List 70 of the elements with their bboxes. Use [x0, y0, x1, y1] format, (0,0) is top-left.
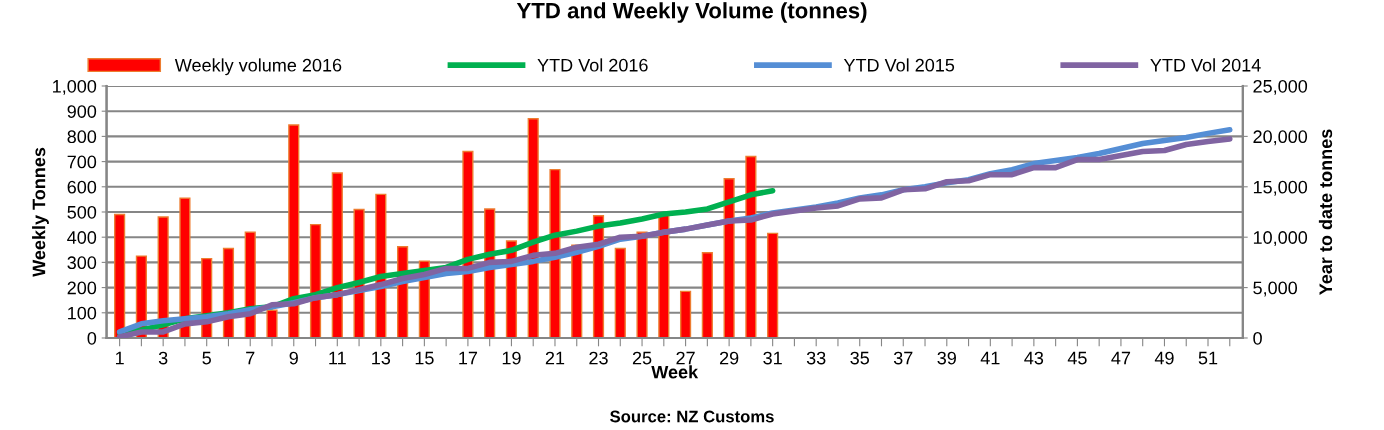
y-tick-label: 600: [67, 180, 97, 194]
x-tick-label: 11: [329, 351, 346, 365]
y-tick-label: 1,000: [53, 79, 97, 95]
x-tick-label: 31: [763, 351, 782, 365]
bar: [331, 172, 343, 338]
x-tick-label: 45: [1067, 351, 1087, 365]
bar: [614, 247, 626, 338]
x-tick-label: 25: [632, 351, 652, 365]
x-tick-label: 19: [502, 351, 521, 365]
y-tick-label: 800: [67, 130, 97, 144]
legend-label: YTD Vol 2015: [843, 58, 955, 72]
bar: [353, 208, 365, 338]
x-tick-label: 15: [415, 351, 434, 365]
bar: [658, 213, 670, 338]
x-tick-label: 7: [246, 351, 255, 365]
y2-tick-label: 10,000: [1253, 231, 1308, 247]
bar: [288, 124, 300, 338]
y-tick-label: 500: [67, 205, 97, 219]
x-tick-label: 23: [589, 351, 608, 365]
x-tick-label: 21: [545, 351, 565, 365]
x-tick-label: 47: [1111, 351, 1131, 365]
y2-axis-title: Year to date tonnes: [1318, 129, 1333, 295]
x-tick-label: 39: [937, 351, 956, 365]
bar: [636, 231, 648, 338]
x-tick-label: 37: [893, 351, 913, 365]
y-tick-label: 200: [67, 281, 97, 295]
x-tick-label: 3: [158, 351, 168, 365]
y-tick-label: 400: [67, 231, 97, 244]
legend-label: YTD Vol 2014: [1150, 58, 1261, 72]
bar: [266, 309, 278, 338]
bar: [462, 150, 474, 338]
y2-tick-label: 0: [1253, 331, 1262, 345]
x-tick-label: 49: [1154, 351, 1174, 365]
x-tick-label: 9: [289, 351, 298, 365]
y-tick-label: 900: [67, 105, 97, 118]
chart-title: YTD and Weekly Volume (tonnes): [516, 2, 867, 23]
y-tick-label: 100: [68, 306, 97, 320]
bar: [701, 252, 713, 338]
y2-tick-label: 5,000: [1253, 281, 1298, 297]
x-tick-label: 13: [372, 351, 391, 365]
bar: [179, 197, 191, 338]
x-tick-label: 51: [1198, 351, 1218, 365]
source-note: Source: NZ Customs: [610, 410, 774, 423]
bar: [723, 178, 735, 338]
legend-label: Weekly volume 2016: [174, 58, 342, 76]
bar: [114, 213, 126, 338]
x-tick-label: 5: [202, 351, 211, 365]
bar: [745, 155, 757, 338]
y2-tick-label: 20,000: [1253, 130, 1308, 146]
y-tick-label: 0: [87, 331, 97, 345]
legend-label: YTD Vol 2016: [537, 58, 648, 72]
bar: [309, 223, 322, 338]
bar: [527, 118, 539, 338]
x-tick-label: 41: [980, 351, 1000, 365]
x-tick-label: 33: [806, 351, 826, 365]
bar: [679, 290, 692, 338]
y2-tick-label: 15,000: [1253, 180, 1308, 196]
x-tick-label: 17: [459, 351, 478, 365]
y2-tick-label: 25,000: [1253, 79, 1308, 95]
x-tick-label: 35: [850, 351, 870, 365]
bar: [767, 232, 779, 338]
bar: [549, 168, 561, 338]
x-axis-title: Week: [651, 365, 699, 379]
x-tick-label: 1: [115, 351, 124, 365]
x-tick-label: 43: [1024, 351, 1044, 365]
y-tick-label: 700: [67, 155, 97, 169]
y-axis-title: Weekly Tonnes: [32, 147, 49, 277]
x-tick-label: 27: [676, 351, 695, 365]
y-tick-label: 300: [67, 256, 97, 270]
x-tick-label: 29: [719, 351, 739, 365]
